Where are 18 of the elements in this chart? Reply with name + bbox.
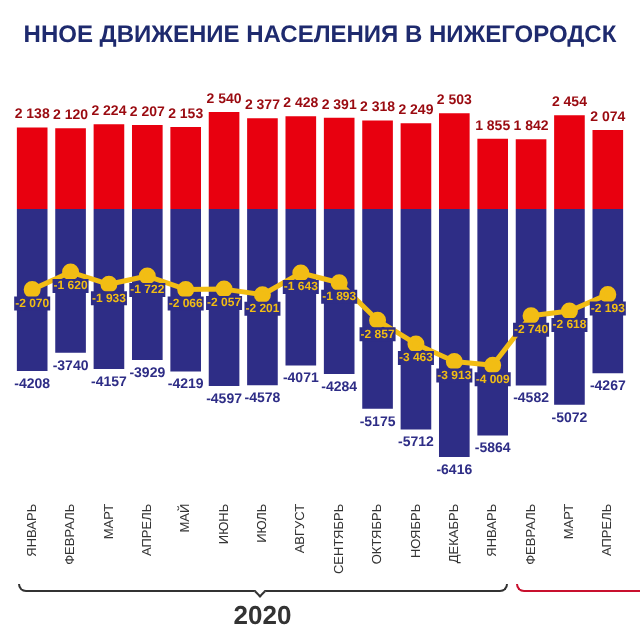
text: 2020	[231, 600, 294, 630]
point	[560, 302, 578, 320]
point	[484, 356, 502, 374]
point	[215, 280, 233, 298]
point	[407, 335, 425, 353]
point	[100, 275, 118, 293]
chart-title: ННОЕ ДВИЖЕНИЕ НАСЕЛЕНИЯ В НИЖЕГОРОДСК	[21, 20, 619, 48]
point	[445, 352, 463, 370]
point	[23, 281, 41, 299]
point	[177, 280, 195, 298]
point	[253, 286, 271, 304]
point	[522, 307, 540, 325]
point	[599, 285, 617, 303]
point	[292, 264, 310, 282]
point	[369, 311, 387, 329]
point	[330, 274, 348, 292]
point	[138, 267, 156, 285]
point	[62, 263, 80, 281]
